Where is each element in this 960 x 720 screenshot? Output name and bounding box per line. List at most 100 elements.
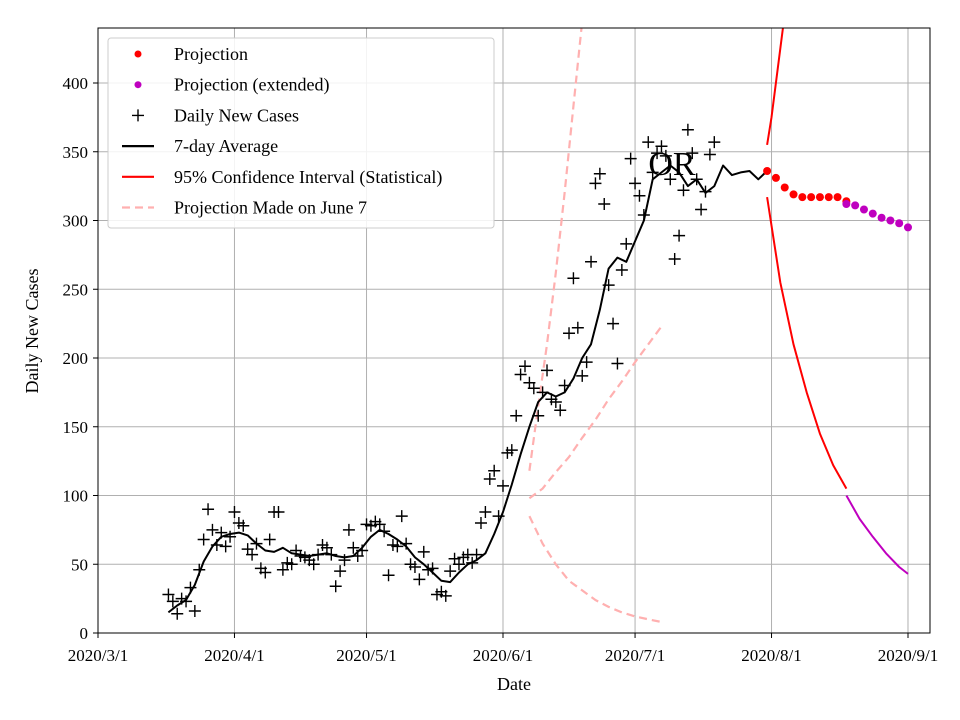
- daily-case-point: [598, 198, 611, 210]
- y-tick-label: 350: [63, 143, 89, 162]
- legend: Projection Projection (extended) Daily New…: [107, 37, 495, 229]
- projection-june7-line: [528, 515, 662, 624]
- daily-case-point: [413, 573, 426, 586]
- daily-case-point: [629, 177, 642, 190]
- daily-case-point: [197, 533, 210, 546]
- daily-case-point: [483, 473, 496, 485]
- y-tick-label: 100: [63, 487, 89, 506]
- daily-case-point: [474, 517, 487, 529]
- legend-label: Projection Made on June 7: [174, 198, 367, 218]
- daily-case-point: [488, 464, 501, 477]
- daily-case-point: [541, 364, 554, 377]
- legend-marker: [134, 50, 142, 58]
- daily-case-point: [659, 149, 672, 162]
- projection-point: [771, 173, 780, 182]
- projection-extended-point: [903, 223, 912, 232]
- daily-case-point: [224, 530, 237, 543]
- projection-point: [789, 190, 798, 199]
- y-tick-label: 0: [80, 624, 89, 643]
- daily-case-point: [576, 369, 589, 382]
- legend-label: Daily New Cases: [174, 105, 299, 125]
- daily-case-point: [382, 569, 395, 582]
- daily-case-point: [285, 558, 298, 571]
- daily-case-point: [651, 147, 664, 160]
- projection-extended-point: [842, 200, 851, 208]
- daily-case-point: [171, 607, 184, 620]
- projection-extended-point: [877, 213, 886, 222]
- daily-case-point: [646, 166, 659, 179]
- daily-case-point: [505, 444, 518, 457]
- legend-marker: [134, 81, 142, 89]
- daily-case-point: [228, 506, 241, 518]
- daily-case-point: [554, 404, 567, 417]
- daily-case-point: [338, 554, 351, 567]
- daily-case-point: [580, 356, 593, 369]
- x-tick-label: 2020/8/1: [741, 646, 801, 665]
- x-tick-label: 2020/9/1: [878, 646, 938, 665]
- projection-point: [833, 193, 842, 202]
- legend-box: [107, 37, 495, 229]
- daily-case-point: [624, 152, 637, 165]
- legend-label: Projection: [174, 44, 248, 64]
- x-tick-label: 2020/3/1: [68, 646, 128, 665]
- daily-case-point: [703, 148, 716, 161]
- legend-label: 7-day Average: [174, 136, 278, 156]
- daily-case-point: [496, 479, 509, 492]
- daily-case-point: [664, 173, 677, 186]
- daily-case-point: [408, 561, 421, 573]
- legend-marker: [132, 109, 144, 122]
- daily-case-point: [334, 565, 347, 578]
- daily-case-point: [620, 237, 633, 250]
- projection-point: [824, 193, 833, 202]
- projection-extended-point: [851, 201, 860, 210]
- y-tick-label: 400: [63, 74, 89, 93]
- y-tick-label: 200: [63, 349, 89, 368]
- y-tick-label: 150: [63, 418, 89, 437]
- y-tick-label: 300: [63, 212, 89, 231]
- y-axis-label: Daily New Cases: [22, 269, 42, 394]
- daily-case-point: [246, 548, 259, 561]
- daily-case-point: [342, 523, 355, 536]
- daily-case-point: [162, 588, 175, 601]
- daily-case-point: [642, 136, 655, 149]
- daily-case-point: [668, 253, 681, 265]
- daily-case-point: [188, 605, 201, 617]
- ci-lower-extended-line: [845, 495, 909, 575]
- projection-june7-line: [528, 28, 583, 471]
- daily-case-point: [347, 541, 360, 554]
- daily-case-point: [527, 382, 540, 395]
- daily-case-point: [373, 518, 386, 531]
- daily-case-point: [589, 177, 602, 190]
- daily-case-point: [276, 563, 289, 576]
- x-tick-label: 2020/4/1: [204, 646, 264, 665]
- daily-case-point: [563, 327, 576, 340]
- daily-case-point: [219, 540, 232, 553]
- daily-case-point: [695, 203, 708, 216]
- x-axis-label: Date: [497, 674, 531, 694]
- x-tick-label: 2020/5/1: [336, 646, 396, 665]
- daily-case-point: [206, 523, 219, 536]
- daily-case-point: [611, 357, 624, 370]
- daily-case-point: [439, 589, 452, 602]
- y-tick-label: 250: [63, 280, 89, 299]
- daily-case-point: [444, 565, 457, 578]
- daily-case-point: [571, 321, 584, 334]
- daily-case-point: [615, 264, 628, 276]
- daily-case-point: [681, 123, 694, 136]
- projection-point: [763, 167, 772, 175]
- daily-case-point: [607, 317, 620, 330]
- legend-label: 95% Confidence Interval (Statistical): [174, 167, 442, 188]
- daily-case-point: [673, 229, 686, 242]
- daily-case-point: [677, 184, 690, 197]
- daily-case-point: [567, 272, 580, 285]
- y-axis: 0 50 100 150 200 250 300 350 400: [63, 74, 98, 643]
- ci-lower-line: [766, 196, 848, 490]
- daily-case-point: [519, 360, 532, 373]
- daily-case-point: [237, 519, 250, 532]
- daily-case-point: [417, 545, 430, 558]
- plot-frame: [97, 27, 931, 634]
- daily-case-point: [307, 558, 320, 571]
- y-tick-label: 50: [71, 555, 88, 574]
- daily-case-point: [549, 396, 562, 408]
- daily-case-point: [259, 566, 272, 579]
